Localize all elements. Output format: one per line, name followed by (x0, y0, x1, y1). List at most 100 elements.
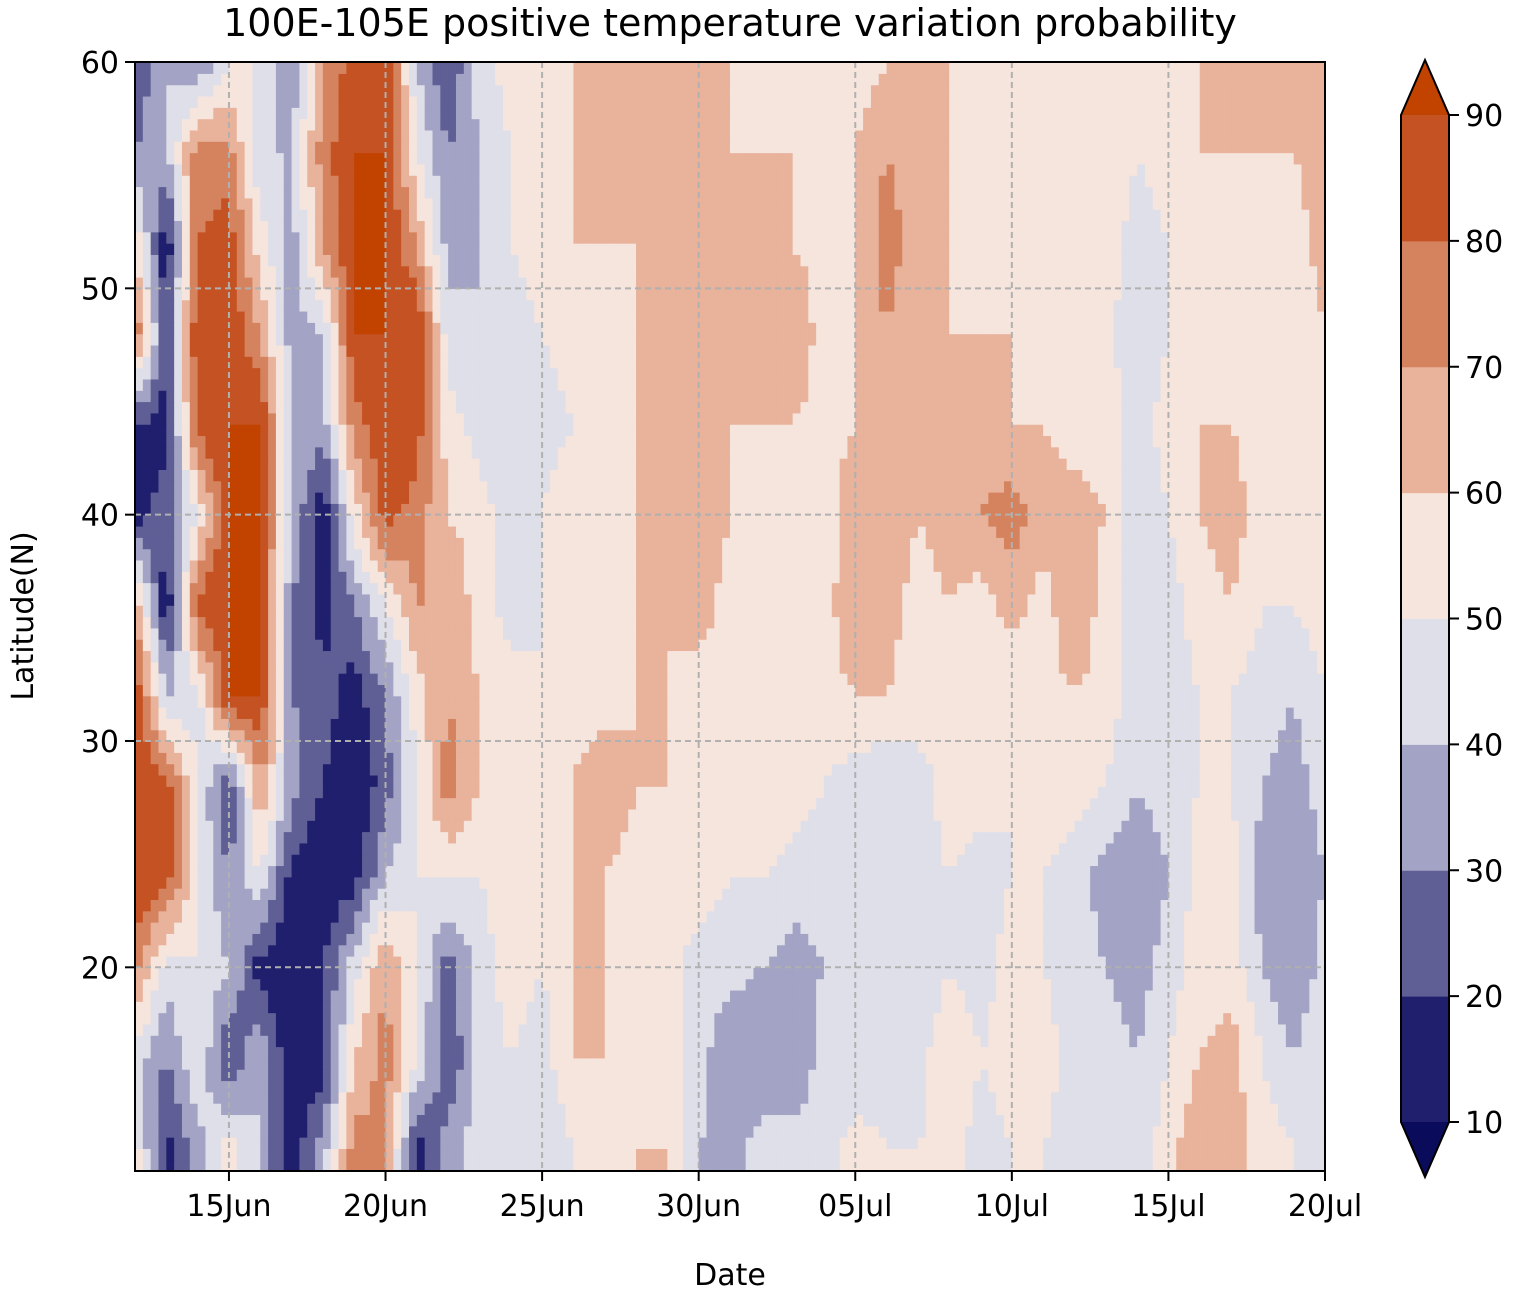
contour-cell (135, 808, 144, 821)
contour-cell (166, 955, 175, 968)
contour-cell (1011, 1080, 1021, 1093)
contour-cell (150, 1091, 160, 1104)
contour-cell (1090, 933, 1099, 946)
contour-cell (526, 797, 535, 810)
contour-cell (1285, 1001, 1295, 1014)
contour-cell (581, 1114, 590, 1127)
contour-cell (612, 820, 621, 833)
contour-cell (557, 1001, 567, 1014)
contour-cell (479, 820, 488, 833)
contour-cell (839, 967, 849, 980)
contour-cell (1184, 1091, 1193, 1104)
contour-cell (761, 831, 770, 844)
contour-cell (823, 876, 833, 889)
contour-cell (150, 1046, 160, 1059)
contour-cell (275, 1057, 285, 1070)
contour-cell (690, 910, 700, 923)
contour-cell (424, 1148, 434, 1161)
contour-cell (338, 797, 347, 810)
contour-cell (706, 842, 715, 855)
contour-cell (362, 967, 371, 980)
contour-cell (1011, 1012, 1021, 1025)
contour-cell (1011, 1125, 1021, 1138)
contour-cell (221, 808, 230, 821)
contour-cell (628, 1057, 637, 1070)
contour-cell (135, 820, 144, 833)
contour-cell (659, 967, 668, 980)
contour-cell (941, 1001, 950, 1014)
contour-cell (440, 1091, 449, 1104)
contour-cell (174, 1057, 183, 1070)
contour-cell (636, 989, 645, 1002)
contour-cell (870, 1035, 880, 1048)
contour-cell (244, 1069, 254, 1082)
contour-cell (549, 1046, 559, 1059)
contour-cell (1184, 967, 1193, 980)
contour-cell (1074, 831, 1083, 844)
contour-cell (800, 955, 809, 968)
contour-cell (158, 1057, 167, 1070)
contour-cell (1168, 1103, 1177, 1116)
contour-cell (831, 1159, 841, 1171)
contour-cell (722, 1103, 731, 1116)
contour-cell (283, 888, 293, 901)
contour-cell (142, 808, 152, 821)
contour-cell (816, 831, 825, 844)
contour-cell (714, 1103, 723, 1116)
contour-cell (855, 899, 864, 912)
contour-cell (1199, 1080, 1209, 1093)
contour-cell (166, 842, 175, 855)
contour-cell (166, 1125, 175, 1138)
contour-cell (949, 797, 958, 810)
contour-cell (628, 1137, 637, 1149)
contour-cell (166, 1114, 175, 1127)
contour-cell (299, 1137, 308, 1149)
contour-cell (236, 1114, 246, 1127)
contour-cell (448, 876, 457, 889)
contour-cell (878, 1148, 888, 1161)
contour-cell (448, 831, 457, 844)
contour-cell (1113, 1035, 1123, 1048)
contour-cell (1246, 1023, 1256, 1036)
contour-cell (181, 910, 191, 923)
contour-cell (941, 797, 950, 810)
contour-cell (925, 1001, 935, 1014)
contour-cell (1215, 922, 1224, 934)
contour-cell (1082, 876, 1091, 889)
contour-cell (416, 842, 426, 855)
contour-cell (1168, 1080, 1177, 1093)
contour-cell (510, 933, 520, 946)
contour-cell (1113, 955, 1123, 968)
contour-cell (291, 820, 301, 833)
contour-cell (651, 1080, 661, 1093)
contour-cell (855, 933, 864, 946)
contour-cell (902, 1046, 911, 1059)
contour-cell (393, 1080, 402, 1093)
contour-cell (424, 1103, 434, 1116)
contour-cell (1215, 1103, 1224, 1116)
contour-cell (1191, 876, 1201, 889)
contour-cell (299, 1057, 308, 1070)
contour-cell (831, 1001, 841, 1014)
contour-cell (1278, 876, 1287, 889)
contour-cell (385, 955, 394, 968)
contour-cell (1301, 1148, 1310, 1161)
contour-cell (393, 1069, 402, 1082)
contour-cell (432, 865, 441, 878)
contour-cell (268, 1103, 277, 1116)
contour-cell (1082, 944, 1091, 957)
contour-cell (236, 1080, 246, 1093)
contour-cell (135, 1148, 144, 1161)
contour-cell (1309, 1069, 1318, 1082)
contour-cell (800, 1035, 809, 1048)
contour-cell (1137, 1125, 1146, 1138)
contour-cell (283, 1046, 293, 1059)
contour-cell (1176, 854, 1185, 867)
contour-cell (1144, 1137, 1154, 1149)
contour-cell (260, 854, 269, 867)
contour-cell (377, 910, 387, 923)
contour-cell (432, 1046, 441, 1059)
contour-cell (1278, 955, 1287, 968)
contour-cell (878, 1012, 888, 1025)
contour-cell (330, 910, 340, 923)
